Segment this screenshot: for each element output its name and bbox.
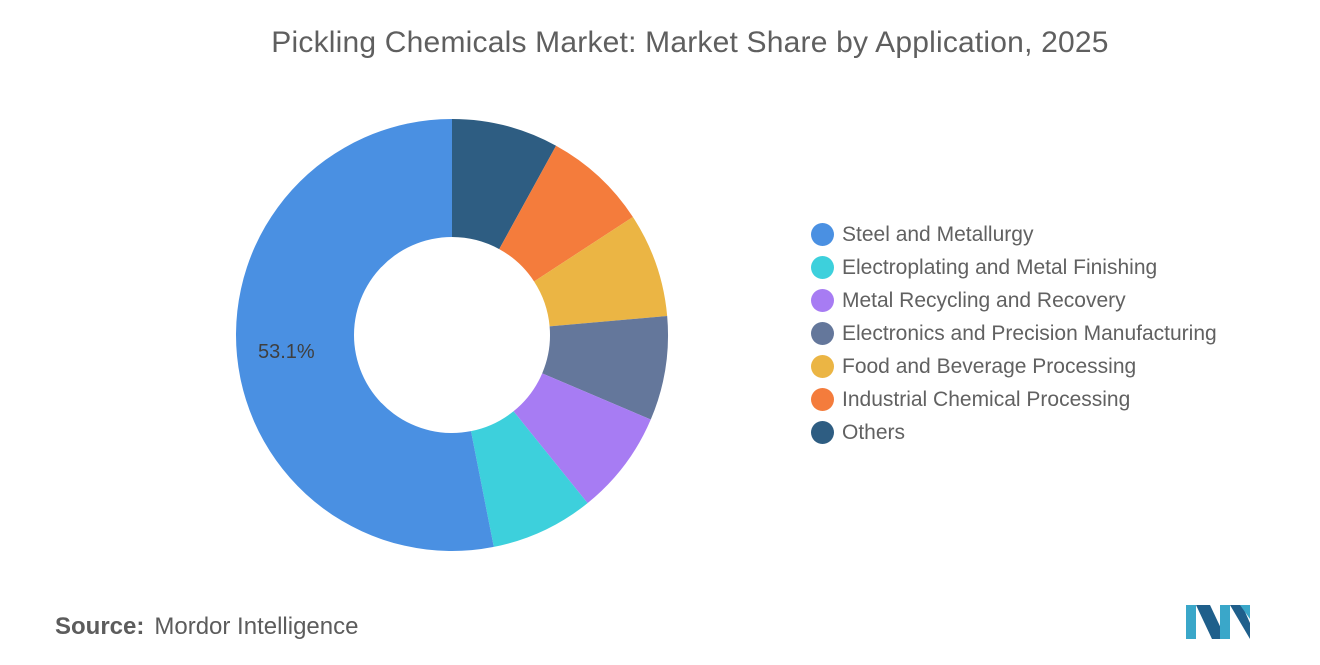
slice-industrial-chemical-processing [499,145,633,282]
legend-item: Electroplating and Metal Finishing [811,251,1291,284]
legend-label: Electronics and Precision Manufacturing [842,321,1217,345]
legend-swatch [811,421,834,444]
chart-title: Pickling Chemicals Market: Market Share … [271,26,1109,59]
legend-swatch [811,256,834,279]
slice-electroplating-and-metal-finishing [470,411,588,547]
legend-label: Others [842,420,906,444]
legend-item: Industrial Chemical Processing [811,383,1291,416]
legend-label: Steel and Metallurgy [842,222,1034,246]
source-note: Source: Mordor Intelligence [55,613,358,641]
legend-swatch [811,289,834,312]
chart-legend: Steel and Metallurgy Electroplating and M… [811,218,1291,449]
legend-item: Others [811,416,1291,449]
mordor-intelligence-logo-icon [1186,605,1250,639]
legend-swatch [811,355,834,378]
legend-label: Electroplating and Metal Finishing [842,255,1158,279]
slice-metal-recycling-and-recovery [513,373,651,504]
legend-item: Food and Beverage Processing [811,350,1291,383]
slice-label: 53.1% [258,341,315,363]
legend-swatch [811,388,834,411]
legend-item: Electronics and Precision Manufacturing [811,317,1291,350]
legend-label: Food and Beverage Processing [842,354,1137,378]
slice-steel-and-metallurgy [235,119,494,551]
source-value: Mordor Intelligence [154,613,359,640]
legend-swatch [811,223,834,246]
legend-item: Metal Recycling and Recovery [811,284,1291,317]
legend-item: Steel and Metallurgy [811,218,1291,251]
slice-others [452,119,557,250]
legend-label: Industrial Chemical Processing [842,387,1131,411]
source-label: Source: [55,613,145,640]
legend-swatch [811,322,834,345]
slice-food-and-beverage-processing [534,216,668,327]
legend-label: Metal Recycling and Recovery [842,288,1126,312]
slice-electronics-and-precision-manufacturing [542,316,668,420]
